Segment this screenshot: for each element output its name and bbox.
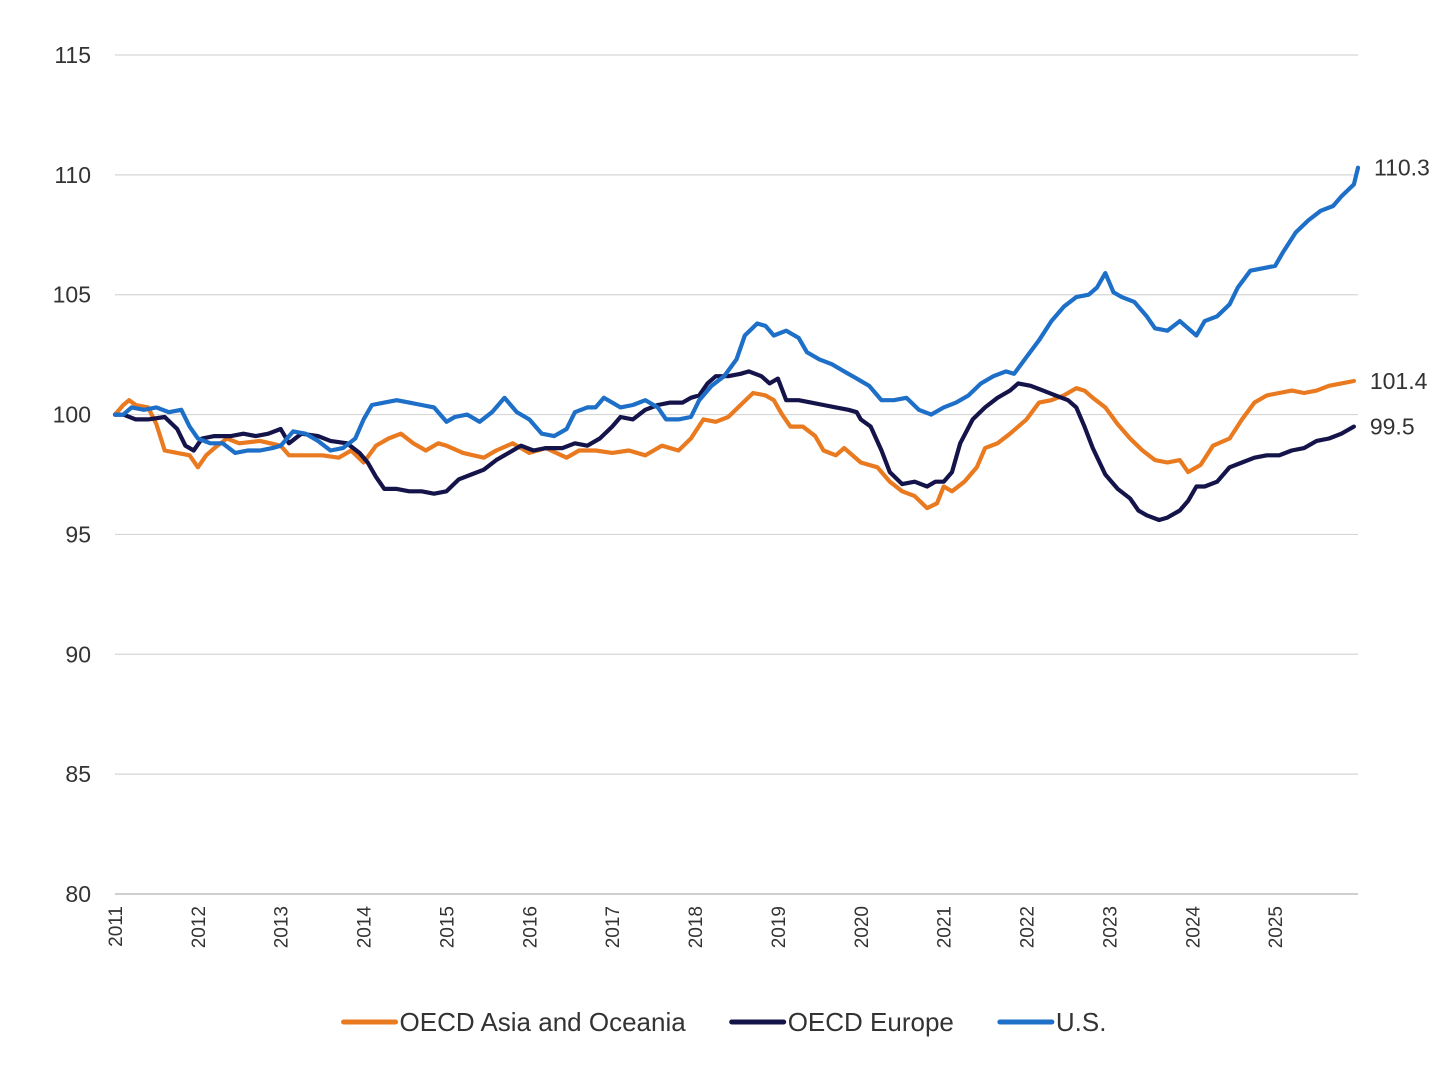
y-axis-tick-labels: 80 85 90 95 100 105 110 115 (53, 42, 91, 907)
y-tick-label: 105 (53, 282, 91, 308)
series-line-1 (112, 369, 1356, 523)
legend-item: OECD Asia and Oceania (341, 1007, 687, 1037)
x-tick-label: 2016 (520, 906, 541, 948)
series-lines (112, 165, 1361, 523)
legend-label: OECD Asia and Oceania (400, 1007, 687, 1037)
series-line-2 (112, 165, 1361, 455)
x-tick-label: 2020 (852, 906, 873, 948)
legend-label: U.S. (1056, 1007, 1107, 1037)
series-line-0 (112, 378, 1356, 511)
x-tick-label: 2013 (272, 906, 293, 948)
x-tick-label: 2022 (1018, 906, 1039, 948)
x-tick-label: 2018 (686, 906, 707, 948)
y-tick-label: 80 (65, 881, 91, 907)
x-tick-label: 2017 (603, 906, 624, 948)
x-tick-label: 2023 (1100, 906, 1121, 948)
end-value-label: 99.5 (1370, 414, 1415, 440)
end-value-labels: 101.4 99.5 110.3 (1370, 155, 1430, 440)
y-tick-label: 115 (54, 42, 91, 68)
x-tick-label: 2014 (355, 906, 376, 949)
end-value-label: 110.3 (1374, 155, 1430, 181)
x-tick-label: 2011 (106, 906, 127, 947)
legend-item: OECD Europe (729, 1007, 954, 1037)
y-tick-label: 100 (53, 402, 91, 428)
x-tick-label: 2021 (935, 906, 956, 948)
legend-label: OECD Europe (788, 1007, 954, 1037)
x-tick-label: 2019 (769, 906, 790, 948)
x-tick-label: 2024 (1183, 906, 1204, 949)
legend: OECD Asia and Oceania OECD Europe U.S. (341, 1007, 1107, 1037)
y-tick-label: 95 (65, 521, 91, 547)
x-tick-label: 2012 (189, 906, 210, 948)
x-tick-label: 2025 (1266, 906, 1287, 948)
end-value-label: 101.4 (1370, 368, 1428, 394)
x-axis-tick-labels: 2011 2012 2013 2014 2015 2016 2017 2018 2019 2020… (106, 906, 1287, 949)
y-tick-label: 85 (65, 761, 91, 787)
legend-item: U.S. (997, 1007, 1107, 1037)
x-tick-label: 2015 (437, 906, 458, 948)
y-tick-label: 90 (65, 641, 91, 667)
gridlines (115, 54, 1358, 895)
y-tick-label: 110 (54, 162, 91, 188)
